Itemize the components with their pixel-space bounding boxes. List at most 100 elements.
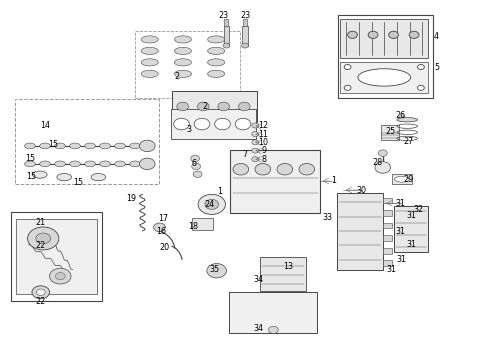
Circle shape — [32, 286, 49, 299]
Circle shape — [177, 102, 189, 111]
Bar — [392, 174, 412, 184]
Ellipse shape — [130, 143, 141, 149]
Ellipse shape — [174, 59, 192, 66]
Circle shape — [154, 223, 165, 231]
Circle shape — [207, 264, 226, 278]
Ellipse shape — [141, 70, 158, 77]
Text: 17: 17 — [158, 214, 168, 223]
Bar — [243, 19, 247, 26]
Bar — [383, 210, 392, 216]
Ellipse shape — [208, 70, 225, 77]
Circle shape — [235, 118, 251, 130]
Bar — [260, 257, 306, 291]
Text: 34: 34 — [254, 275, 264, 284]
Text: 1: 1 — [331, 176, 337, 185]
Circle shape — [198, 194, 225, 215]
Text: 22: 22 — [36, 241, 46, 250]
Ellipse shape — [85, 143, 96, 149]
Bar — [381, 126, 399, 140]
Ellipse shape — [174, 36, 192, 43]
Circle shape — [344, 85, 351, 90]
Text: 25: 25 — [386, 127, 396, 136]
Circle shape — [49, 268, 71, 284]
Text: 12: 12 — [259, 121, 269, 130]
Text: 5: 5 — [434, 63, 439, 72]
Ellipse shape — [141, 47, 158, 54]
Bar — [337, 193, 383, 270]
Circle shape — [375, 162, 391, 173]
Circle shape — [252, 148, 259, 153]
Ellipse shape — [394, 176, 409, 182]
Circle shape — [194, 118, 210, 130]
Text: 35: 35 — [210, 265, 220, 274]
Text: 3: 3 — [186, 125, 191, 134]
Bar — [224, 19, 228, 26]
Ellipse shape — [141, 59, 158, 66]
Ellipse shape — [397, 118, 417, 122]
Circle shape — [252, 157, 259, 162]
Circle shape — [252, 132, 259, 136]
Circle shape — [27, 227, 59, 250]
Ellipse shape — [40, 161, 50, 167]
Ellipse shape — [208, 47, 225, 54]
Ellipse shape — [70, 161, 80, 167]
Bar — [230, 150, 320, 213]
Bar — [229, 292, 318, 333]
Bar — [16, 220, 97, 294]
Circle shape — [173, 118, 189, 130]
Ellipse shape — [99, 143, 110, 149]
Circle shape — [218, 102, 230, 111]
Ellipse shape — [32, 171, 47, 178]
Circle shape — [140, 158, 155, 170]
Text: 27: 27 — [404, 137, 414, 146]
Bar — [171, 109, 256, 139]
Bar — [15, 99, 159, 184]
Ellipse shape — [208, 36, 225, 43]
Text: 14: 14 — [40, 121, 49, 130]
Text: 11: 11 — [259, 130, 269, 139]
Circle shape — [347, 31, 357, 39]
Text: 4: 4 — [434, 32, 439, 41]
Circle shape — [239, 102, 250, 111]
Ellipse shape — [115, 161, 125, 167]
Circle shape — [378, 150, 387, 156]
Ellipse shape — [55, 161, 65, 167]
Text: 31: 31 — [406, 240, 416, 249]
Ellipse shape — [208, 59, 225, 66]
Circle shape — [242, 43, 248, 48]
Circle shape — [417, 64, 424, 69]
Text: 2: 2 — [202, 102, 207, 111]
Circle shape — [252, 140, 259, 145]
Text: 31: 31 — [406, 211, 416, 220]
Bar — [11, 212, 102, 301]
Text: 28: 28 — [373, 158, 383, 167]
Bar — [394, 206, 428, 252]
Ellipse shape — [57, 174, 72, 181]
Circle shape — [255, 163, 270, 175]
Circle shape — [215, 118, 230, 130]
Bar — [223, 26, 229, 45]
Circle shape — [344, 64, 351, 69]
Text: 2: 2 — [174, 72, 179, 81]
Circle shape — [55, 273, 65, 280]
Bar — [338, 15, 433, 98]
Text: 23: 23 — [218, 11, 228, 20]
Bar — [192, 218, 213, 230]
Circle shape — [389, 31, 398, 39]
Text: 13: 13 — [283, 262, 293, 271]
Circle shape — [368, 31, 378, 39]
Text: 15: 15 — [25, 154, 35, 163]
Text: 31: 31 — [396, 255, 406, 264]
Text: 33: 33 — [322, 213, 332, 222]
Text: 21: 21 — [36, 218, 46, 227]
Ellipse shape — [174, 70, 192, 77]
Circle shape — [269, 326, 278, 333]
Text: 32: 32 — [414, 205, 423, 214]
Circle shape — [193, 171, 202, 177]
Text: 31: 31 — [387, 265, 396, 274]
Text: 34: 34 — [254, 324, 264, 333]
Ellipse shape — [40, 143, 50, 149]
Ellipse shape — [99, 161, 110, 167]
Text: 18: 18 — [188, 222, 198, 231]
Bar — [242, 26, 248, 45]
